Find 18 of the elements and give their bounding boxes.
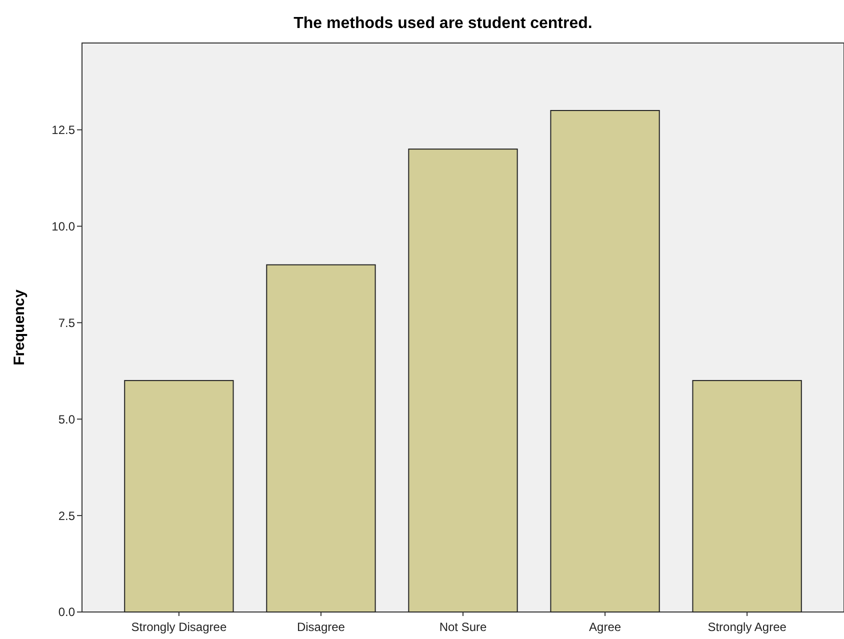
x-tick-label: Agree	[589, 620, 622, 634]
y-tick-label: 7.5	[58, 316, 76, 330]
x-tick-label: Not Sure	[439, 620, 487, 634]
bar	[550, 110, 660, 612]
bar	[124, 380, 234, 612]
bar	[692, 380, 802, 612]
bar	[266, 264, 376, 612]
y-tick-label: 5.0	[58, 412, 76, 426]
chart-title: The methods used are student centred.	[294, 15, 592, 32]
x-tick-label: Strongly Agree	[708, 620, 787, 634]
x-tick-label: Disagree	[296, 620, 346, 634]
y-tick-label: 0.0	[58, 605, 76, 620]
y-axis-title: Frequency	[11, 288, 28, 366]
y-tick-label: 12.5	[52, 122, 76, 137]
x-tick-label: Strongly Disagree	[131, 620, 227, 634]
y-tick-label: 2.5	[58, 508, 76, 523]
y-tick-label: 10.0	[52, 219, 76, 234]
bar	[408, 148, 518, 612]
